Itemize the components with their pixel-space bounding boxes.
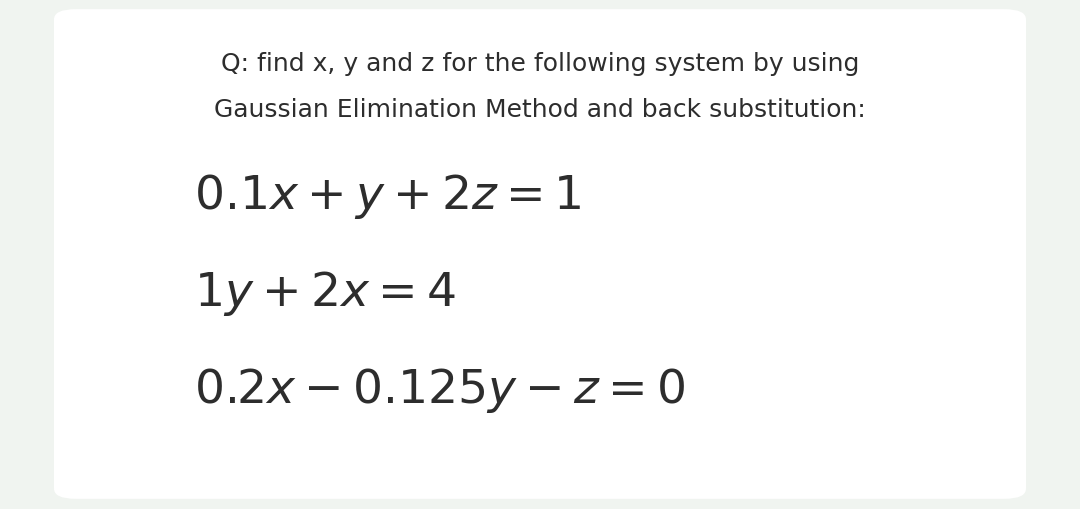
Text: $0.1x + y + 2z = 1$: $0.1x + y + 2z = 1$ [194, 172, 582, 220]
Text: Q: find x, y and z for the following system by using: Q: find x, y and z for the following sys… [220, 51, 860, 76]
FancyBboxPatch shape [54, 10, 1026, 499]
Text: Gaussian Elimination Method and back substitution:: Gaussian Elimination Method and back sub… [214, 97, 866, 122]
Text: $0.2x - 0.125y - z = 0$: $0.2x - 0.125y - z = 0$ [194, 365, 686, 414]
Text: $1y + 2x = 4$: $1y + 2x = 4$ [194, 268, 456, 317]
